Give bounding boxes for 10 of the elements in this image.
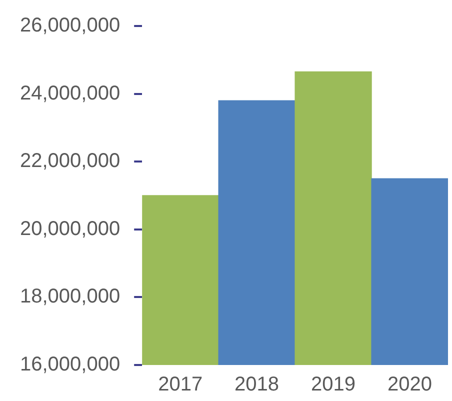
y-tick-label: 24,000,000 [20, 82, 120, 104]
y-tick-label: 18,000,000 [20, 286, 120, 308]
x-tick-label: 2018 [234, 374, 280, 396]
y-tick-label: 26,000,000 [20, 14, 120, 37]
y-tick-label: 22,000,000 [20, 150, 120, 172]
x-tick-label: 2019 [311, 374, 356, 396]
y-tick-label: 16,000,000 [20, 354, 120, 376]
y-tick-label: 20,000,000 [20, 218, 120, 240]
x-tick-label: 2017 [158, 374, 203, 396]
x-tick-label: 2020 [388, 374, 432, 396]
